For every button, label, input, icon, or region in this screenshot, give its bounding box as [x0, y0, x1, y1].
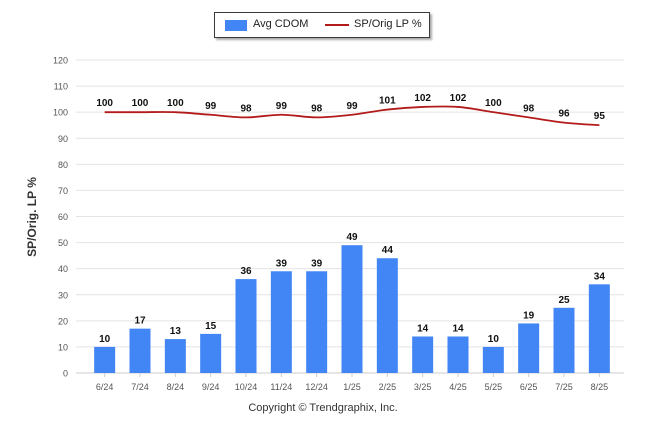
y-tick-label: 70: [58, 186, 68, 196]
bar-data-label: 10: [488, 334, 500, 345]
line-data-label: 99: [346, 101, 358, 112]
x-tick-label: 9/24: [202, 382, 220, 392]
legend-line-label: SP/Orig LP %: [354, 18, 422, 30]
line-data-label: 98: [311, 103, 323, 114]
x-tick-label: 8/24: [167, 382, 185, 392]
line-data-label: 98: [523, 103, 535, 114]
x-tick-label: 3/25: [414, 382, 432, 392]
legend: Avg CDOM SP/Orig LP %: [214, 12, 430, 38]
bar-data-label: 14: [417, 323, 429, 334]
line-data-label: 99: [205, 101, 217, 112]
bar: [376, 258, 398, 373]
x-tick-label: 1/25: [343, 382, 361, 392]
x-tick-label: 7/24: [131, 382, 149, 392]
y-tick-label: 60: [58, 212, 68, 222]
x-tick-label: 5/25: [485, 382, 503, 392]
y-tick-label: 0: [63, 369, 68, 379]
bar-data-label: 44: [382, 245, 394, 256]
line-data-label: 102: [414, 93, 431, 104]
line-data-label: 96: [558, 109, 570, 120]
line-data-label: 95: [594, 111, 606, 122]
bar: [588, 284, 610, 373]
x-tick-label: 2/25: [379, 382, 397, 392]
bar: [200, 333, 222, 373]
bar: [341, 245, 363, 373]
copyright-text: Copyright © Trendgraphix, Inc.: [248, 402, 398, 414]
legend-bar-swatch: [225, 20, 247, 31]
bar: [412, 336, 434, 373]
bar: [553, 307, 575, 373]
bar-data-label: 14: [452, 323, 464, 334]
bar-data-label: 49: [346, 232, 358, 243]
line-data-label: 101: [379, 96, 396, 107]
x-tick-label: 7/25: [555, 382, 573, 392]
x-tick-label: 4/25: [449, 382, 467, 392]
y-tick-label: 120: [53, 56, 68, 66]
x-tick-label: 10/24: [235, 382, 258, 392]
bar-data-label: 15: [205, 321, 217, 332]
bar: [306, 271, 328, 373]
bar-data-label: 10: [99, 334, 111, 345]
line-data-label: 100: [132, 98, 149, 109]
line-data-label: 100: [96, 98, 113, 109]
legend-bar-label: Avg CDOM: [253, 18, 309, 30]
x-tick-label: 8/25: [591, 382, 609, 392]
bar: [270, 271, 292, 373]
bar-data-label: 13: [170, 326, 182, 337]
bar: [129, 328, 151, 373]
bar-data-label: 39: [311, 258, 323, 269]
bar-data-label: 39: [276, 258, 288, 269]
y-tick-label: 40: [58, 264, 68, 274]
y-tick-label: 100: [53, 108, 68, 118]
line-series-sp-orig-lp: [104, 105, 600, 127]
bar: [518, 323, 540, 373]
line-data-label: 99: [276, 101, 288, 112]
line-data-label: 98: [240, 103, 252, 114]
y-tick-label: 10: [58, 342, 68, 352]
y-axis-label: SP/Orig. LP %: [25, 177, 39, 257]
bar: [447, 336, 469, 373]
bar: [482, 346, 504, 373]
x-tick-label: 6/25: [520, 382, 538, 392]
legend-line-swatch: [325, 24, 349, 26]
y-tick-label: 80: [58, 160, 68, 170]
line-data-label: 100: [485, 98, 502, 109]
bar-data-label: 25: [558, 295, 570, 306]
x-tick-label: 6/24: [96, 382, 114, 392]
bar: [235, 279, 257, 373]
y-tick-label: 50: [58, 238, 68, 248]
bar-data-label: 19: [523, 310, 535, 321]
bar-data-label: 17: [134, 316, 146, 327]
x-tick-label: 11/24: [270, 382, 292, 392]
bar: [164, 339, 186, 373]
line-data-label: 100: [167, 98, 184, 109]
y-tick-label: 90: [58, 134, 68, 144]
y-tick-label: 20: [58, 316, 68, 326]
line-data-label: 102: [450, 93, 467, 104]
bar: [94, 346, 116, 373]
bar-data-label: 34: [594, 271, 606, 282]
y-tick-label: 110: [54, 82, 68, 92]
bar-data-label: 36: [240, 266, 252, 277]
y-tick-label: 30: [58, 290, 68, 300]
x-tick-label: 12/24: [305, 382, 328, 392]
